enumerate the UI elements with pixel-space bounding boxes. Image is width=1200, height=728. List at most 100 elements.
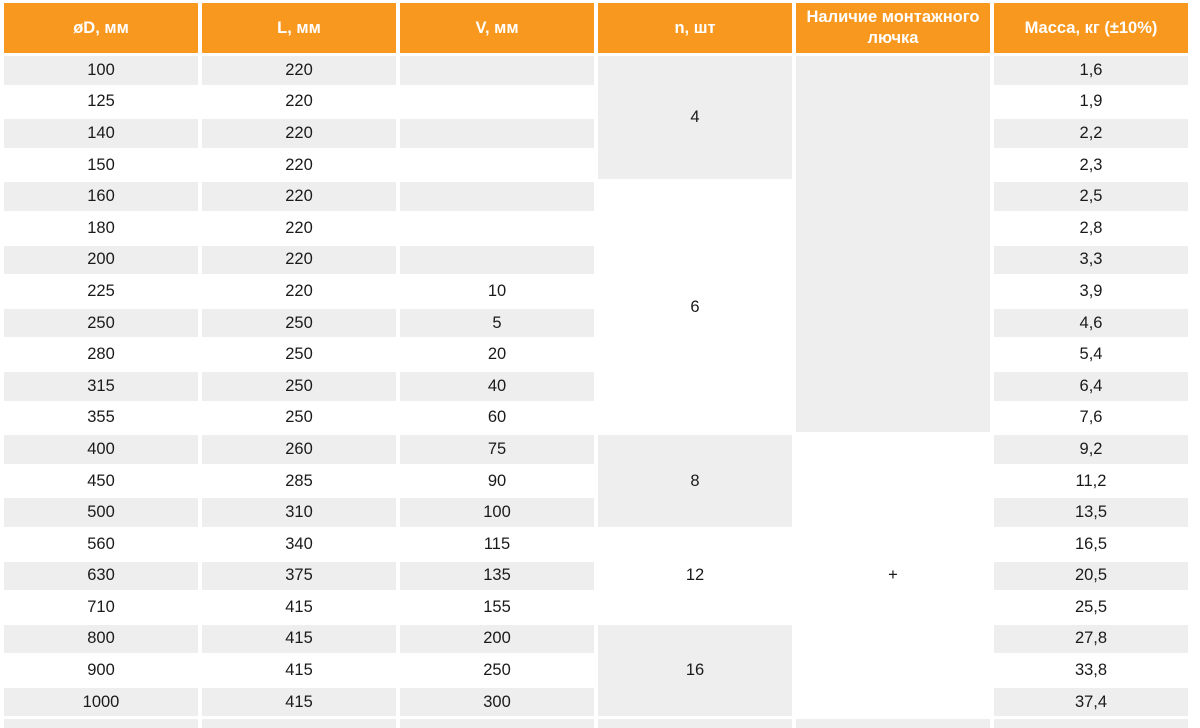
cell-diameter: 710 [4,593,198,622]
cell-mass: 11,2 [994,466,1188,496]
cell-length: 220 [202,182,396,211]
cell-length: 250 [202,308,396,338]
table-row: 250 250 5 4,6 [4,308,1188,338]
cell-length: 415 [202,687,396,717]
cell-quantity-merged: 6 [598,182,792,433]
cell-mass: 2,2 [994,119,1188,148]
cell-v: 300 [400,687,594,717]
cell-length: 220 [202,213,396,243]
cell-mass: 7,6 [994,403,1188,433]
cell-v [400,245,594,275]
table-row: 630 375 135 20,5 [4,561,1188,591]
cell-length: 250 [202,340,396,369]
cell-diameter: 355 [4,403,198,433]
cell-mass: 9,2 [994,435,1188,464]
table-row: 1000 415 300 37,4 [4,687,1188,717]
cell-v: 60 [400,403,594,433]
cell-v: 10 [400,277,594,306]
table-row: 710 415 155 25,5 [4,593,1188,622]
header-v-dimension: V, мм [400,3,594,53]
cell-diameter: 140 [4,119,198,148]
cell-v: 155 [400,593,594,622]
cell-mass: 2,3 [994,150,1188,180]
table-row: 355 250 60 7,6 [4,403,1188,433]
cell-diameter: 500 [4,498,198,527]
cell-mass: 20,5 [994,561,1188,591]
table-row: 800 415 200 16 27,8 [4,624,1188,717]
cell-length: 250 [202,403,396,433]
cell-v: 100 [400,498,594,527]
cell-length: 415 [202,656,396,685]
cell-length: 250 [202,371,396,401]
table-row: 180 220 2,8 [4,213,1188,243]
cell-mass: 16,5 [994,529,1188,559]
cell-v: 200 [400,624,594,654]
cell-v: 75 [400,435,594,464]
cell-mass: 27,8 [994,624,1188,654]
cell-quantity-merged: 8 [598,435,792,527]
cell-diameter: 800 [4,624,198,654]
cell-v [400,182,594,211]
cell-mass: 3,3 [994,245,1188,275]
cell-mass: 2,8 [994,213,1188,243]
header-length: L, мм [202,3,396,53]
table-row: 450 285 90 11,2 [4,466,1188,496]
cell-diameter: 180 [4,213,198,243]
cell-quantity-merged: 16 [598,624,792,717]
cell-v: 90 [400,466,594,496]
cell-length: 375 [202,561,396,591]
header-diameter: øD, мм [4,3,198,53]
cell-diameter: 225 [4,277,198,306]
cell-diameter: 200 [4,245,198,275]
table-row: 900 415 250 33,8 [4,656,1188,685]
table-row-clipped [4,719,1188,728]
cell-v [400,150,594,180]
table-row: 500 310 100 13,5 [4,498,1188,527]
cell-length: 220 [202,150,396,180]
cell-diameter: 1000 [4,687,198,717]
cell-length: 260 [202,435,396,464]
cell-mass: 1,6 [994,56,1188,85]
cell-diameter: 450 [4,466,198,496]
cell-length [202,719,396,728]
cell-v [400,56,594,85]
table-header-row: øD, мм L, мм V, мм n, шт Наличие монтажн… [4,3,1188,53]
cell-v [400,87,594,117]
cell-v [400,719,594,728]
table-row: 280 250 20 5,4 [4,340,1188,369]
cell-mass: 1,9 [994,87,1188,117]
cell-hatch-merged: + [796,435,990,717]
cell-v: 5 [400,308,594,338]
cell-length: 415 [202,593,396,622]
table-row: 125 220 1,9 [4,87,1188,117]
cell-length: 310 [202,498,396,527]
cell-v: 40 [400,371,594,401]
cell-v [400,213,594,243]
cell-mass: 2,5 [994,182,1188,211]
cell-length: 220 [202,277,396,306]
cell-diameter: 280 [4,340,198,369]
cell-diameter: 400 [4,435,198,464]
cell-v: 250 [400,656,594,685]
cell-diameter: 315 [4,371,198,401]
cell-length: 340 [202,529,396,559]
cell-diameter: 150 [4,150,198,180]
cell-mass: 3,9 [994,277,1188,306]
cell-v: 115 [400,529,594,559]
cell-diameter: 630 [4,561,198,591]
cell-mass [994,719,1188,728]
table-row: 150 220 2,3 [4,150,1188,180]
cell-length: 220 [202,87,396,117]
cell-mass: 13,5 [994,498,1188,527]
cell-length: 220 [202,119,396,148]
cell-quantity [598,719,792,728]
cell-hatch-merged [796,56,990,433]
cell-quantity-merged: 12 [598,529,792,622]
cell-v: 20 [400,340,594,369]
cell-quantity-merged: 4 [598,56,792,180]
cell-diameter: 250 [4,308,198,338]
cell-length: 415 [202,624,396,654]
cell-length: 220 [202,56,396,85]
table-row: 200 220 3,3 [4,245,1188,275]
